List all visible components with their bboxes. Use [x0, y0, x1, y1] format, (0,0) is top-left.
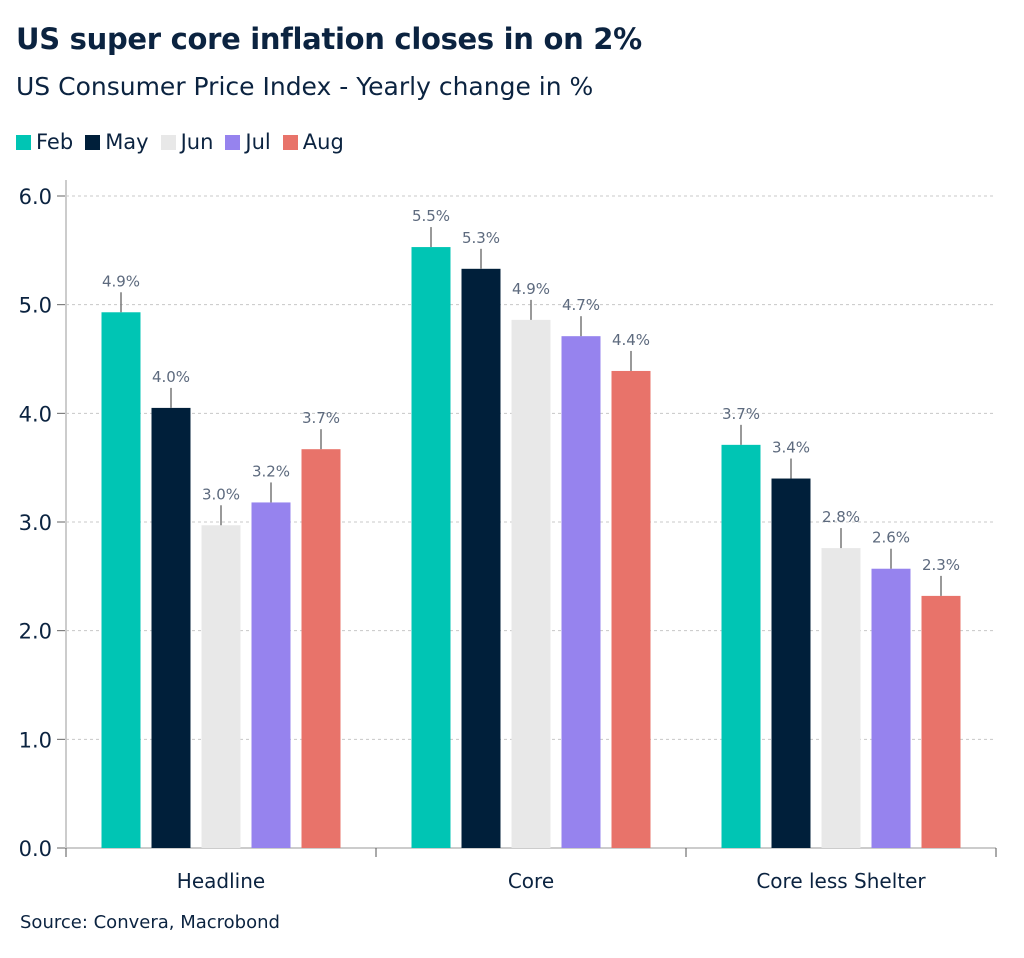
- legend-swatch: [282, 134, 298, 150]
- legend-label: May: [105, 130, 149, 154]
- y-tick-label: 1.0: [19, 728, 52, 752]
- bar-feb: [721, 444, 761, 848]
- bar-jul: [251, 502, 291, 848]
- y-tick-label: 2.0: [19, 620, 52, 644]
- bar-aug: [611, 370, 651, 848]
- bar-feb: [411, 247, 451, 848]
- data-label: 3.7%: [302, 409, 340, 427]
- data-label: 3.7%: [722, 405, 760, 423]
- bar-may: [771, 478, 811, 848]
- bar-jul: [871, 568, 911, 848]
- x-tick-label: Headline: [177, 869, 265, 893]
- source-note: Source: Convera, Macrobond: [20, 912, 280, 933]
- y-tick-label: 4.0: [19, 402, 52, 426]
- bar-jun: [821, 548, 861, 848]
- bar-jul: [561, 336, 601, 848]
- bar-may: [461, 268, 501, 849]
- x-tick-label: Core: [508, 869, 554, 893]
- legend-item-jul: Jul: [225, 130, 271, 154]
- data-label: 5.3%: [462, 229, 500, 247]
- chart-subtitle: US Consumer Price Index - Yearly change …: [16, 72, 594, 101]
- data-label: 2.6%: [872, 529, 910, 547]
- legend-item-may: May: [85, 130, 149, 154]
- legend-label: Feb: [36, 130, 74, 154]
- legend-item-aug: Aug: [282, 130, 344, 154]
- legend-label: Jun: [180, 130, 214, 154]
- y-tick-label: 0.0: [19, 837, 52, 861]
- bar-feb: [101, 312, 141, 849]
- y-tick-label: 5.0: [19, 294, 52, 318]
- data-label: 3.0%: [202, 485, 240, 503]
- data-label: 3.4%: [772, 439, 810, 457]
- data-label: 4.9%: [512, 280, 550, 298]
- bar-jun: [201, 525, 241, 848]
- data-label: 4.0%: [152, 368, 190, 386]
- legend-swatch: [225, 134, 241, 150]
- bar-aug: [921, 595, 961, 848]
- legend-swatch: [16, 134, 31, 150]
- y-tick-label: 6.0: [19, 185, 52, 209]
- legend-item-jun: Jun: [160, 130, 214, 154]
- bar-aug: [301, 449, 341, 848]
- data-label: 4.9%: [102, 272, 140, 290]
- data-label: 4.4%: [612, 331, 650, 349]
- y-tick-label: 3.0: [19, 511, 52, 535]
- chart-title: US super core inflation closes in on 2%: [16, 22, 642, 56]
- legend-item-feb: Feb: [16, 130, 73, 154]
- legend-swatch: [160, 134, 176, 150]
- legend-label: Aug: [302, 130, 344, 154]
- data-label: 3.2%: [252, 462, 290, 480]
- bar-may: [151, 407, 191, 848]
- data-label: 2.3%: [922, 556, 960, 574]
- x-tick-label: Core less Shelter: [756, 869, 926, 893]
- bar-jun: [511, 319, 551, 848]
- legend-swatch: [85, 134, 101, 150]
- legend: Feb May Jun Jul Aug: [16, 130, 344, 154]
- legend-label: Jul: [245, 130, 271, 154]
- data-label: 2.8%: [822, 508, 860, 526]
- data-label: 4.7%: [562, 296, 600, 314]
- data-label: 5.5%: [412, 207, 450, 225]
